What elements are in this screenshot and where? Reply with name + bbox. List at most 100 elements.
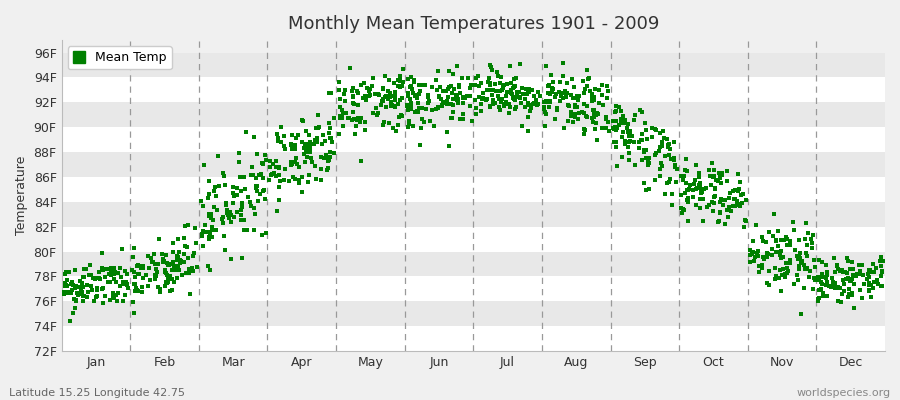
Point bbox=[742, 252, 757, 258]
Point bbox=[453, 90, 467, 96]
Point bbox=[608, 107, 623, 114]
Point bbox=[388, 103, 402, 110]
Point bbox=[539, 98, 554, 104]
Point bbox=[402, 121, 417, 127]
Point bbox=[541, 98, 555, 105]
Point bbox=[96, 267, 111, 273]
Point bbox=[530, 102, 544, 108]
Point bbox=[354, 158, 368, 164]
Point bbox=[656, 135, 670, 142]
Point bbox=[244, 203, 258, 210]
Point bbox=[853, 268, 868, 274]
Point bbox=[492, 106, 507, 113]
Point bbox=[769, 238, 783, 244]
Point bbox=[561, 90, 575, 96]
Point bbox=[720, 168, 734, 174]
Point bbox=[456, 110, 471, 117]
Point bbox=[581, 75, 596, 82]
Point bbox=[500, 81, 515, 88]
Point bbox=[464, 81, 478, 88]
Point bbox=[550, 105, 564, 112]
Point bbox=[370, 112, 384, 119]
Point bbox=[404, 102, 419, 108]
Point bbox=[515, 85, 529, 91]
Point bbox=[244, 172, 258, 179]
Point bbox=[271, 138, 285, 144]
Point bbox=[587, 97, 601, 104]
Point bbox=[577, 110, 591, 116]
Point bbox=[607, 139, 621, 145]
Point bbox=[680, 217, 695, 224]
Point bbox=[768, 264, 782, 271]
Point bbox=[324, 89, 338, 96]
Point bbox=[446, 102, 460, 108]
Point bbox=[504, 87, 518, 94]
Point bbox=[637, 147, 652, 154]
Point bbox=[648, 177, 662, 184]
Point bbox=[76, 274, 90, 280]
Point bbox=[411, 100, 426, 106]
Legend: Mean Temp: Mean Temp bbox=[68, 46, 172, 69]
Point bbox=[500, 93, 514, 99]
Point bbox=[578, 127, 592, 134]
Point bbox=[309, 176, 323, 182]
Point bbox=[725, 188, 740, 194]
Point bbox=[814, 274, 829, 280]
Point bbox=[297, 141, 311, 147]
Point bbox=[157, 258, 171, 265]
Point bbox=[400, 103, 414, 109]
Point bbox=[568, 114, 582, 120]
Point bbox=[194, 231, 209, 237]
Point bbox=[158, 270, 173, 276]
Point bbox=[430, 104, 445, 111]
Point bbox=[698, 185, 713, 191]
Point bbox=[356, 95, 370, 102]
Point bbox=[713, 198, 727, 205]
Point bbox=[728, 186, 742, 193]
Point bbox=[175, 258, 189, 264]
Point bbox=[555, 60, 570, 66]
Point bbox=[203, 214, 218, 221]
Point bbox=[405, 86, 419, 92]
Point bbox=[751, 253, 765, 259]
Point bbox=[115, 279, 130, 285]
Point bbox=[494, 86, 508, 93]
Point bbox=[338, 87, 352, 93]
Point bbox=[392, 114, 407, 120]
Point bbox=[181, 270, 195, 276]
Point bbox=[430, 86, 445, 93]
Point bbox=[148, 260, 162, 267]
Point bbox=[396, 78, 410, 85]
Point bbox=[676, 206, 690, 213]
Point bbox=[342, 65, 356, 72]
Point bbox=[820, 268, 834, 275]
Point bbox=[460, 93, 474, 99]
Point bbox=[388, 93, 402, 100]
Point bbox=[617, 117, 632, 123]
Point bbox=[526, 100, 541, 106]
Point bbox=[73, 278, 87, 284]
Point bbox=[717, 220, 732, 227]
Point bbox=[289, 155, 303, 162]
Point bbox=[835, 290, 850, 297]
Point bbox=[182, 266, 196, 272]
Point bbox=[484, 67, 499, 73]
Point bbox=[783, 257, 797, 264]
Point bbox=[731, 188, 745, 194]
Point bbox=[755, 234, 770, 240]
Point bbox=[723, 204, 737, 210]
Point bbox=[60, 277, 75, 283]
Point bbox=[163, 261, 177, 268]
Point bbox=[553, 79, 567, 86]
Point bbox=[733, 203, 747, 209]
Point bbox=[866, 285, 880, 292]
Point bbox=[706, 208, 720, 214]
Point bbox=[513, 95, 527, 102]
Point bbox=[792, 262, 806, 269]
Point bbox=[319, 155, 333, 161]
Point bbox=[609, 138, 624, 145]
Point bbox=[723, 190, 737, 196]
Point bbox=[662, 179, 676, 186]
Point bbox=[218, 246, 232, 253]
Point bbox=[482, 62, 497, 68]
